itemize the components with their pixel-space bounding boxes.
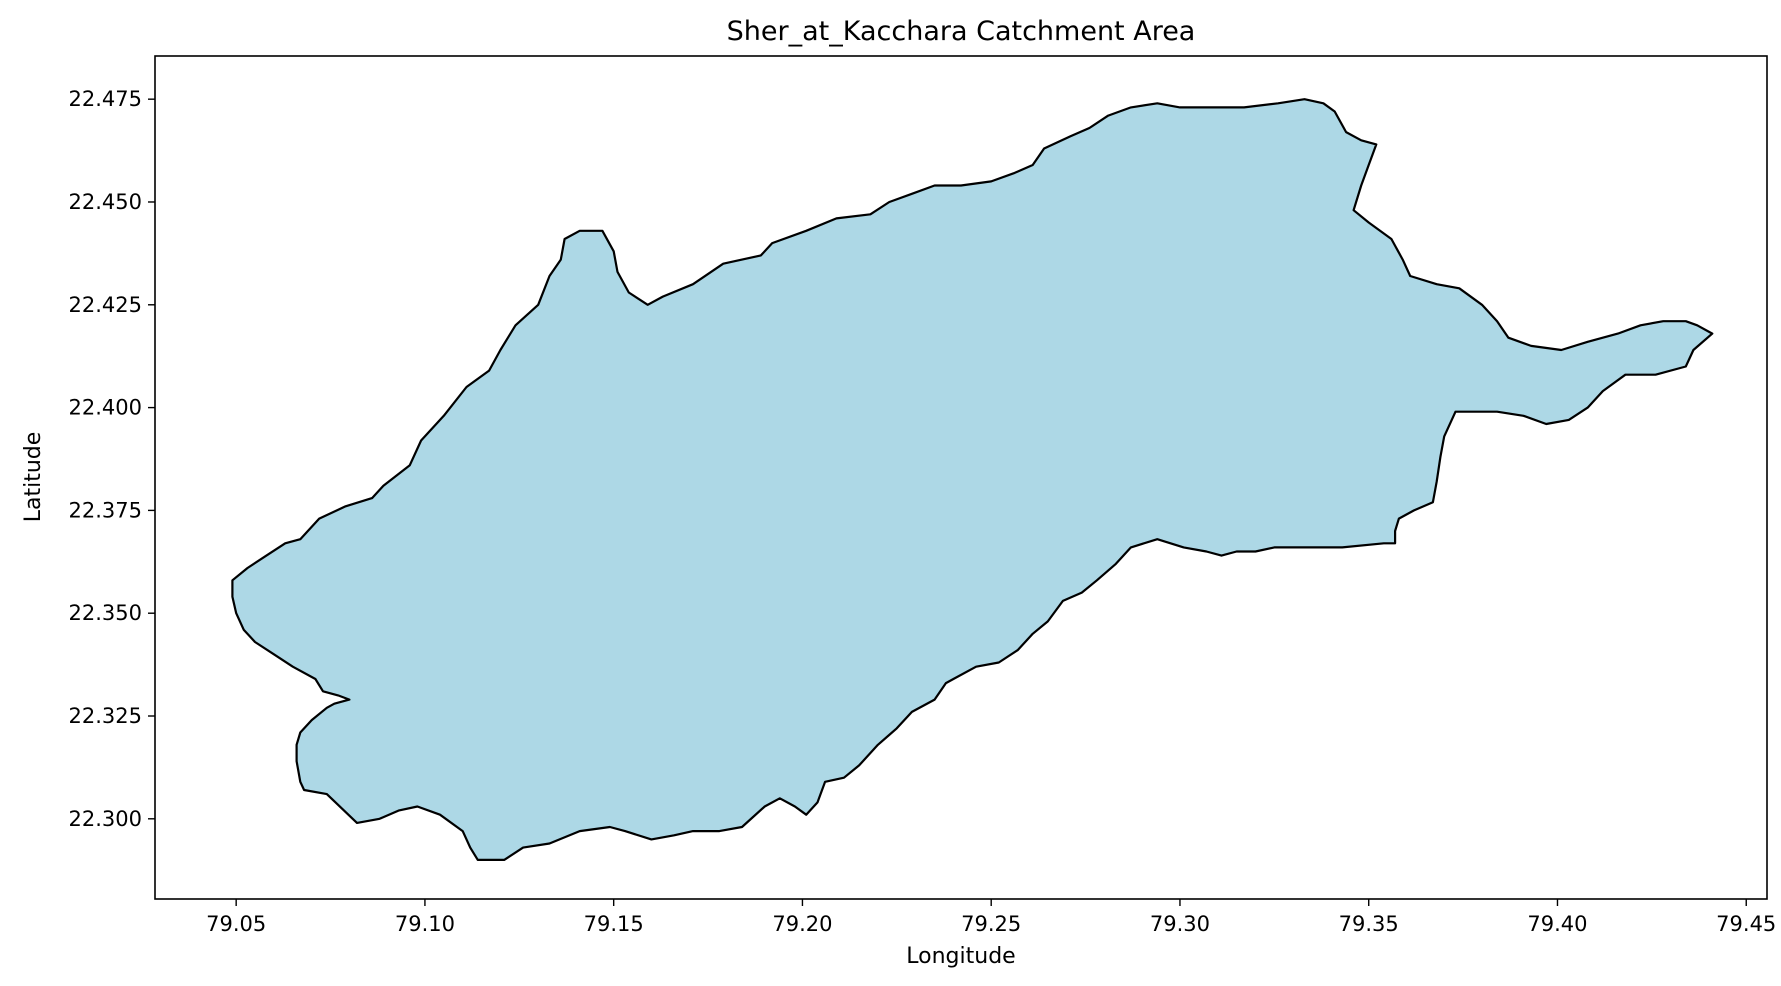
x-tick-label: 79.15 <box>584 912 644 936</box>
x-tick-label: 79.25 <box>961 912 1021 936</box>
x-tick-label: 79.05 <box>206 912 266 936</box>
x-tick-label: 79.10 <box>395 912 455 936</box>
y-tick-label: 22.450 <box>69 190 142 214</box>
y-tick-label: 22.300 <box>69 807 142 831</box>
y-tick-label: 22.350 <box>69 601 142 625</box>
x-tick-label: 79.45 <box>1716 912 1776 936</box>
y-tick-label: 22.325 <box>69 704 142 728</box>
catchment-polygon <box>231 98 1714 862</box>
y-tick-label: 22.400 <box>69 396 142 420</box>
y-tick-label: 22.475 <box>69 87 142 111</box>
y-axis: 22.300 22.325 22.350 22.375 22.400 22.425 22.4… <box>69 87 155 831</box>
x-tick-label: 79.20 <box>772 912 832 936</box>
x-tick-label: 79.40 <box>1527 912 1587 936</box>
catchment-layer <box>231 98 1714 862</box>
plot-frame <box>154 55 1768 900</box>
y-tick-label: 22.375 <box>69 498 142 522</box>
x-axis: 79.05 79.10 79.15 79.20 79.25 79.30 79.35 79.40… <box>206 899 1776 936</box>
chart-title: Sher_at_Kacchara Catchment Area <box>727 16 1196 47</box>
y-tick-label: 22.425 <box>69 293 142 317</box>
x-tick-label: 79.35 <box>1339 912 1399 936</box>
x-tick-label: 79.30 <box>1150 912 1210 936</box>
x-axis-label: Longitude <box>906 944 1015 969</box>
y-axis-label: Latitude <box>21 432 46 523</box>
